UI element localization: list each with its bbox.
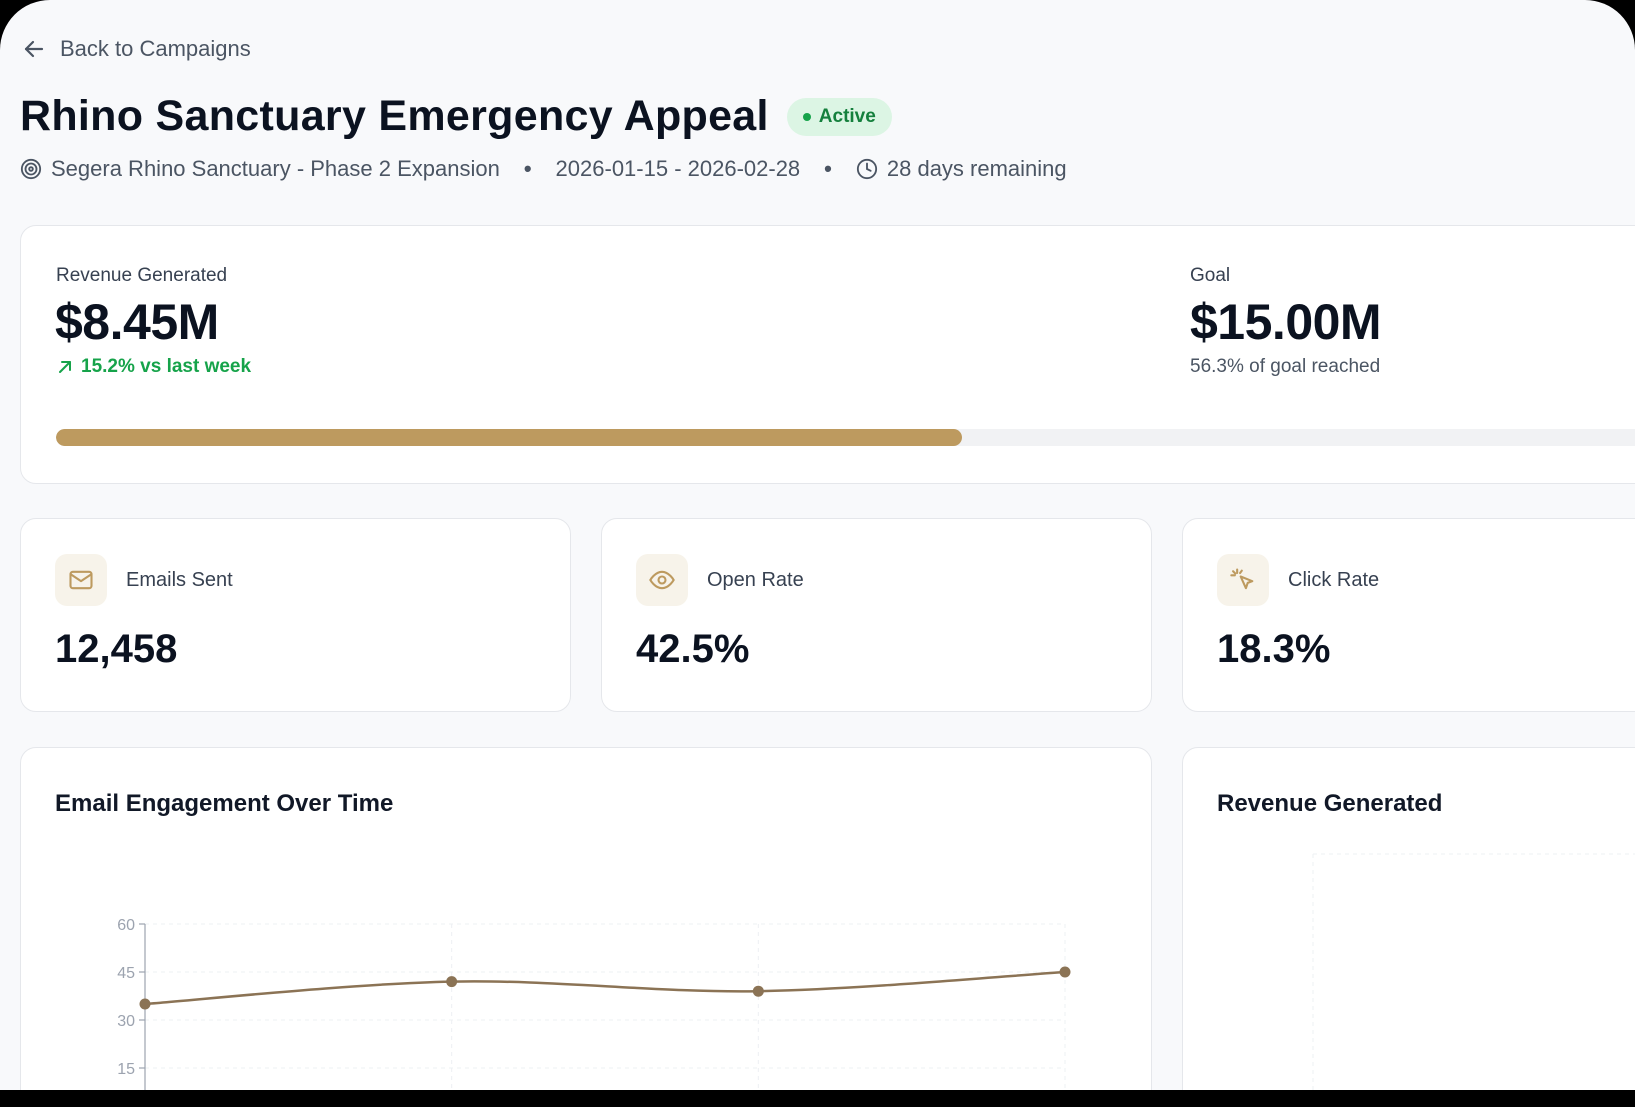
title-row: Rhino Sanctuary Emergency Appeal Active bbox=[20, 92, 892, 141]
revenue-value: $8.45M bbox=[55, 294, 219, 350]
revenue-delta-text: 15.2% vs last week bbox=[81, 356, 252, 377]
goal-progress-bar bbox=[56, 429, 1635, 446]
back-to-campaigns-link[interactable]: Back to Campaigns bbox=[22, 36, 251, 62]
revenue-chart-grid bbox=[1312, 853, 1635, 1090]
revenue-chart-card: Revenue Generated bbox=[1182, 747, 1635, 1090]
trend-up-icon bbox=[59, 361, 71, 373]
stat-card-open-rate: Open Rate 42.5% bbox=[601, 518, 1152, 712]
goal-progress-fill bbox=[56, 429, 963, 446]
series-line bbox=[144, 970, 1066, 1006]
y-tick-label: 45 bbox=[117, 965, 135, 982]
data-point bbox=[752, 985, 764, 997]
stat-icon-box bbox=[636, 554, 688, 606]
stat-label: Open Rate bbox=[707, 569, 804, 591]
revenue-label: Revenue Generated bbox=[56, 265, 228, 286]
status-badge: Active bbox=[786, 97, 892, 136]
data-point bbox=[446, 976, 458, 988]
data-point bbox=[1059, 966, 1071, 978]
stat-card-emails-sent: Emails Sent 12,458 bbox=[20, 518, 571, 712]
date-range: 2026-01-15 - 2026-02-28 bbox=[555, 156, 801, 181]
revenue-card: Revenue Generated $8.45M 15.2% vs last w… bbox=[20, 225, 1635, 484]
arrow-left-icon bbox=[24, 40, 44, 58]
y-tick-label: 15 bbox=[117, 1061, 135, 1078]
stat-label: Emails Sent bbox=[126, 569, 233, 591]
data-point bbox=[139, 998, 151, 1010]
y-tick-label: 60 bbox=[117, 917, 135, 934]
page-title: Rhino Sanctuary Emergency Appeal bbox=[20, 92, 769, 140]
clock-icon bbox=[856, 158, 877, 180]
stat-icon-box bbox=[55, 554, 107, 606]
meta-separator: • bbox=[824, 156, 832, 181]
y-tick-label: 30 bbox=[117, 1013, 135, 1030]
eye-icon bbox=[649, 570, 675, 590]
target-icon bbox=[20, 158, 42, 180]
engagement-chart-title: Email Engagement Over Time bbox=[55, 790, 394, 817]
stat-card-click-rate: Click Rate 18.3% bbox=[1182, 518, 1635, 712]
status-dot-icon bbox=[802, 112, 811, 121]
meta-separator: • bbox=[523, 156, 532, 181]
goal-value: $15.00M bbox=[1190, 294, 1382, 350]
pointer-click-icon bbox=[1230, 568, 1254, 590]
days-remaining: 28 days remaining bbox=[886, 156, 1067, 181]
status-label: Active bbox=[818, 105, 876, 127]
goal-progress-text: 56.3% of goal reached bbox=[1190, 356, 1381, 377]
stat-value: 42.5% bbox=[636, 627, 750, 671]
revenue-chart-title: Revenue Generated bbox=[1217, 790, 1443, 817]
stat-label: Click Rate bbox=[1288, 569, 1380, 591]
engagement-line-chart: 15 30 45 60 bbox=[117, 917, 1071, 1090]
revenue-delta: 15.2% vs last week bbox=[57, 356, 251, 378]
goal-label: Goal bbox=[1190, 265, 1231, 286]
mail-icon bbox=[69, 570, 93, 590]
stat-value: 12,458 bbox=[55, 627, 178, 671]
stat-icon-box bbox=[1217, 554, 1269, 606]
engagement-chart-card: Email Engagement Over Time 15 30 45 60 bbox=[20, 747, 1152, 1090]
campaign-meta: Segera Rhino Sanctuary - Phase 2 Expansi… bbox=[20, 156, 1067, 182]
back-label: Back to Campaigns bbox=[60, 36, 251, 61]
stat-value: 18.3% bbox=[1217, 627, 1331, 671]
project-name: Segera Rhino Sanctuary - Phase 2 Expansi… bbox=[51, 156, 500, 181]
